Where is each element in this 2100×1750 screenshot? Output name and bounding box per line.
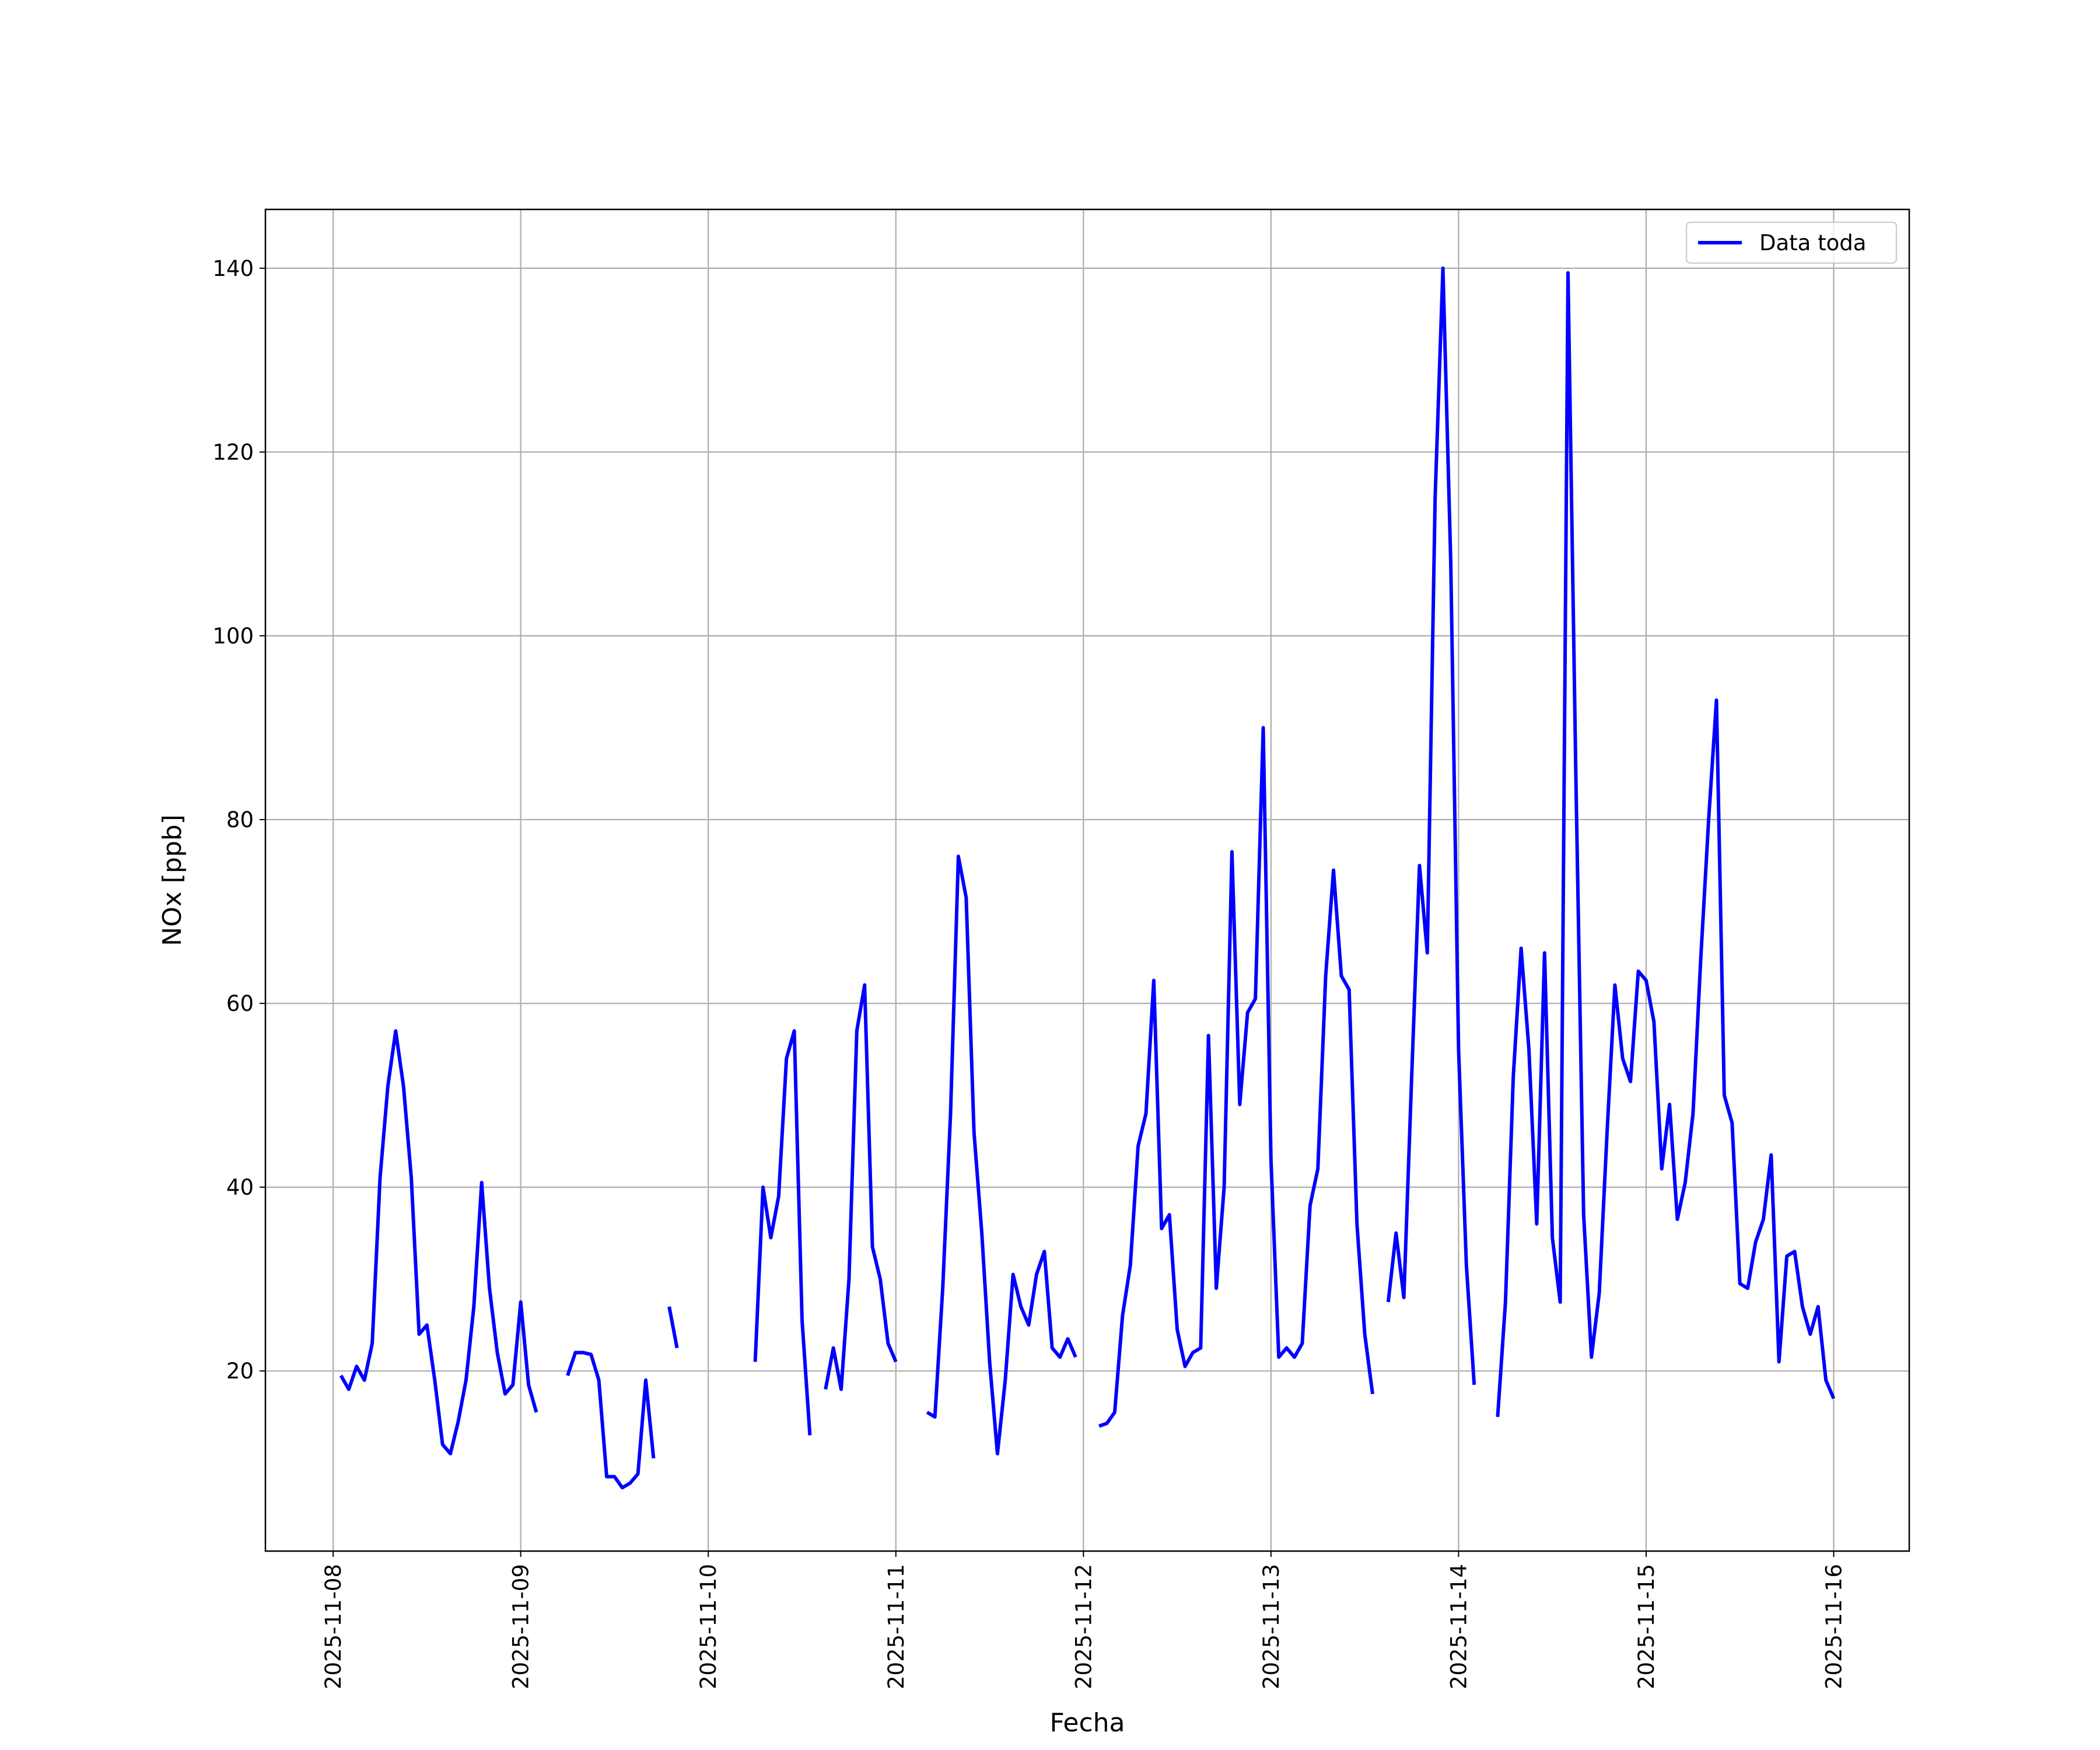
x-tick-label: 2025-11-12 [1071,1564,1096,1689]
x-axis-label: Fecha [1049,1708,1125,1738]
y-tick-label: 60 [226,991,254,1016]
x-tick-label: 2025-11-13 [1259,1564,1284,1689]
x-tick-label: 2025-11-11 [884,1564,909,1689]
x-tick-label: 2025-11-16 [1821,1564,1846,1689]
data-line [339,266,1836,1490]
x-tick-label: 2025-11-08 [321,1564,346,1689]
x-tick-label: 2025-11-09 [509,1564,534,1689]
legend-box [1685,221,1898,264]
y-tick-label: 140 [212,256,254,281]
axes-frame [264,208,1910,1552]
x-tick-label: 2025-11-15 [1634,1564,1659,1689]
y-tick-label: 120 [212,440,254,465]
x-tick-label: 2025-11-14 [1446,1564,1471,1689]
y-tick-label: 100 [212,624,254,649]
legend: Data toda [1685,221,1898,264]
y-tick-label: 40 [226,1175,254,1200]
legend-label: Data toda [1759,230,1866,256]
y-axis-label: NOx [ppb] [158,814,187,946]
x-tick-label: 2025-11-10 [696,1564,721,1689]
y-tick-label: 20 [226,1359,254,1384]
y-tick-label: 80 [226,807,254,832]
